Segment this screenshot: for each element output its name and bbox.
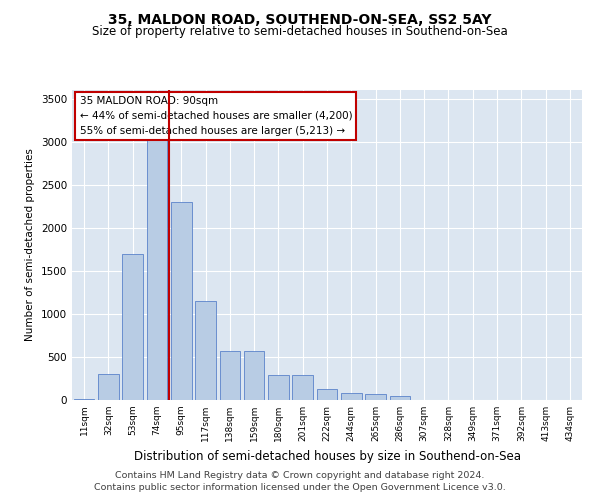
Bar	[220, 351, 240, 400]
Bar	[195, 301, 216, 400]
Bar	[317, 389, 337, 400]
Bar	[146, 107, 167, 400]
Text: Contains public sector information licensed under the Open Government Licence v3: Contains public sector information licen…	[94, 484, 506, 492]
Bar	[98, 374, 119, 400]
Bar	[292, 375, 313, 400]
Text: Contains HM Land Registry data © Crown copyright and database right 2024.: Contains HM Land Registry data © Crown c…	[115, 471, 485, 480]
Bar	[389, 396, 410, 400]
X-axis label: Distribution of semi-detached houses by size in Southend-on-Sea: Distribution of semi-detached houses by …	[133, 450, 521, 462]
Y-axis label: Number of semi-detached properties: Number of semi-detached properties	[25, 148, 35, 342]
Bar	[365, 394, 386, 400]
Text: Size of property relative to semi-detached houses in Southend-on-Sea: Size of property relative to semi-detach…	[92, 25, 508, 38]
Bar	[268, 375, 289, 400]
Bar	[122, 254, 143, 400]
Bar	[74, 399, 94, 400]
Bar	[171, 202, 191, 400]
Text: 35, MALDON ROAD, SOUTHEND-ON-SEA, SS2 5AY: 35, MALDON ROAD, SOUTHEND-ON-SEA, SS2 5A…	[108, 12, 492, 26]
Bar	[244, 351, 265, 400]
Bar	[341, 393, 362, 400]
Text: 35 MALDON ROAD: 90sqm
← 44% of semi-detached houses are smaller (4,200)
55% of s: 35 MALDON ROAD: 90sqm ← 44% of semi-deta…	[80, 96, 352, 136]
